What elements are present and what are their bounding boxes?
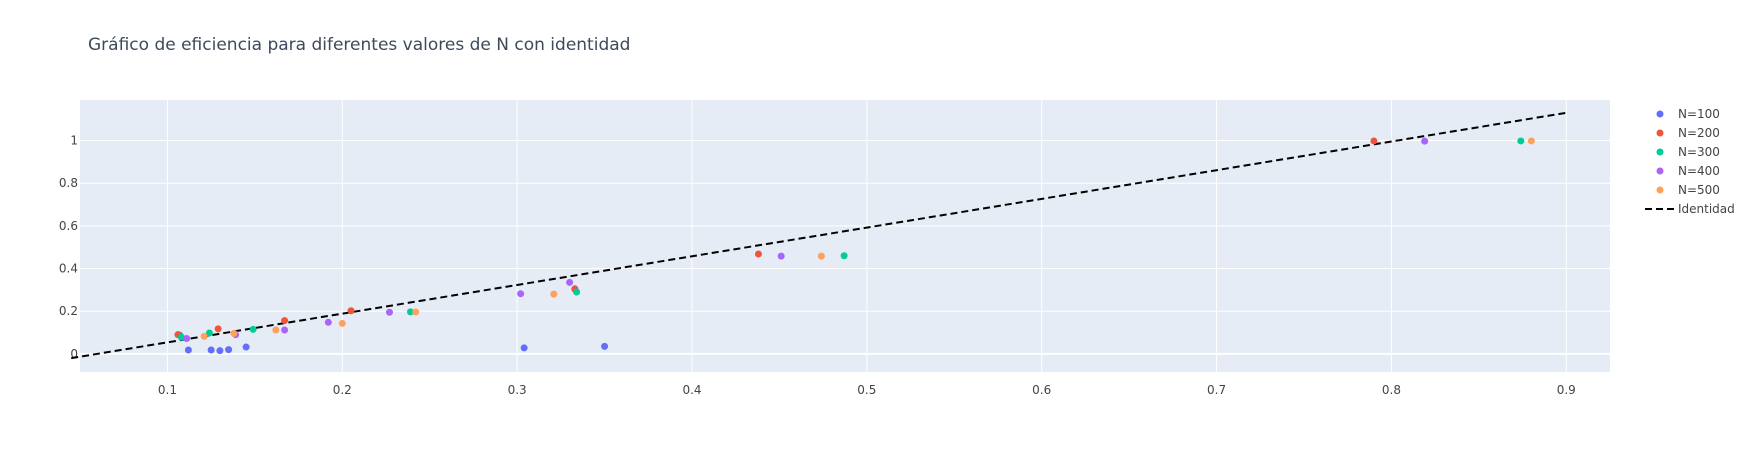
legend-label-n-500[interactable]: N=500 <box>1678 183 1720 197</box>
point-n-300[interactable] <box>406 308 414 316</box>
point-n-100[interactable] <box>601 342 609 350</box>
point-n-100[interactable] <box>242 343 250 351</box>
point-n-400[interactable] <box>517 290 525 298</box>
legend-label-n-100[interactable]: N=100 <box>1678 107 1720 121</box>
point-n-300[interactable] <box>573 288 581 296</box>
point-n-300[interactable] <box>177 333 185 341</box>
x-tick-label: 0.5 <box>857 383 876 397</box>
point-n-400[interactable] <box>324 318 332 326</box>
scatter-points <box>174 137 1535 355</box>
point-n-500[interactable] <box>230 329 238 337</box>
x-tick-label: 0.2 <box>333 383 352 397</box>
point-n-100[interactable] <box>207 346 215 354</box>
legend-label-identidad[interactable]: Identidad <box>1678 202 1735 216</box>
point-n-500[interactable] <box>272 326 280 334</box>
point-n-500[interactable] <box>1527 137 1535 145</box>
grid-lines <box>80 100 1610 372</box>
point-n-500[interactable] <box>817 252 825 260</box>
legend: N=100 N=200 N=300 N=400 N=500 Identidad <box>1645 107 1735 216</box>
x-tick-label: 0.7 <box>1207 383 1226 397</box>
legend-marker-n-200 <box>1656 129 1664 137</box>
y-tick-label: 0.6 <box>59 219 78 233</box>
point-n-500[interactable] <box>550 290 558 298</box>
point-n-200[interactable] <box>214 325 222 333</box>
point-n-500[interactable] <box>338 319 346 327</box>
x-tick-label: 0.1 <box>158 383 177 397</box>
y-tick-label: 0.2 <box>59 304 78 318</box>
chart-title: Gráfico de eficiencia para diferentes va… <box>88 35 630 55</box>
y-tick-label: 1 <box>70 134 78 148</box>
point-n-400[interactable] <box>385 308 393 316</box>
legend-label-n-300[interactable]: N=300 <box>1678 145 1720 159</box>
plot-area <box>80 100 1610 372</box>
legend-marker-n-500 <box>1656 186 1664 194</box>
x-tick-label: 0.3 <box>508 383 527 397</box>
point-n-200[interactable] <box>281 317 289 325</box>
point-n-300[interactable] <box>840 252 848 260</box>
legend-label-n-400[interactable]: N=400 <box>1678 164 1720 178</box>
x-tick-label: 0.6 <box>1032 383 1051 397</box>
point-n-400[interactable] <box>281 326 289 334</box>
point-n-400[interactable] <box>183 335 191 343</box>
point-n-100[interactable] <box>520 344 528 352</box>
point-n-300[interactable] <box>1517 137 1525 145</box>
point-n-400[interactable] <box>566 278 574 286</box>
y-tick-label: 0 <box>70 347 78 361</box>
point-n-200[interactable] <box>1370 137 1378 145</box>
legend-label-n-200[interactable]: N=200 <box>1678 126 1720 140</box>
point-n-400[interactable] <box>777 252 785 260</box>
point-n-400[interactable] <box>1421 137 1429 145</box>
legend-marker-n-300 <box>1656 148 1664 156</box>
y-tick-label: 0.4 <box>59 262 78 276</box>
point-n-200[interactable] <box>347 307 355 315</box>
point-n-100[interactable] <box>216 347 224 355</box>
x-tick-label: 0.4 <box>682 383 701 397</box>
y-tick-label: 0.8 <box>59 176 78 190</box>
x-tick-label: 0.9 <box>1557 383 1576 397</box>
point-n-300[interactable] <box>205 329 213 337</box>
point-n-200[interactable] <box>754 250 762 258</box>
x-tick-label: 0.8 <box>1382 383 1401 397</box>
point-n-500[interactable] <box>200 332 208 340</box>
point-n-100[interactable] <box>184 346 192 354</box>
axis-ticks: 0.1 0.2 0.3 0.4 0.5 0.6 0.7 0.8 0.9 0 0.2 0.4 0.6 0.8… <box>59 134 1576 397</box>
legend-marker-n-400 <box>1656 167 1664 175</box>
point-n-100[interactable] <box>225 346 233 354</box>
point-n-300[interactable] <box>249 325 257 333</box>
point-n-500[interactable] <box>412 308 420 316</box>
legend-marker-n-100 <box>1656 110 1664 118</box>
